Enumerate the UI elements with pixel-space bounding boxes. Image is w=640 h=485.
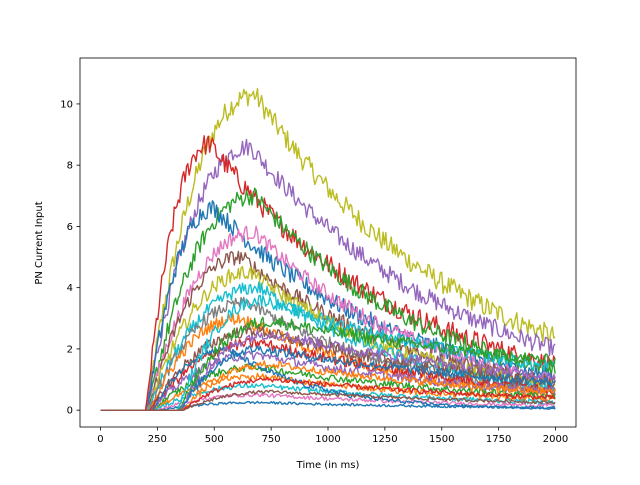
y-tick-label: 0 — [67, 406, 73, 417]
x-tick-label: 0 — [97, 434, 103, 445]
x-tick-label: 500 — [205, 434, 224, 445]
series-line-12 — [100, 324, 556, 411]
x-tick-label: 1250 — [372, 434, 397, 445]
x-tick-label: 750 — [262, 434, 281, 445]
x-tick-label: 1000 — [315, 434, 340, 445]
series-lines — [100, 87, 556, 411]
y-tick-label: 2 — [67, 344, 73, 355]
series-line-15 — [100, 363, 556, 411]
x-tick-label: 250 — [148, 434, 167, 445]
series-line-1 — [100, 87, 556, 411]
x-tick-label: 2000 — [543, 434, 568, 445]
y-tick-label: 8 — [67, 161, 73, 172]
series-line-20 — [100, 346, 556, 411]
y-tick-label: 6 — [67, 222, 73, 233]
axes-layer: 0 250 500 750 1000 1250 1500 1750 2000 0 2 4 6 8 10 — [60, 57, 577, 445]
x-tick-label: 1750 — [486, 434, 511, 445]
series-line-27 — [100, 389, 556, 411]
series-line-16 — [100, 372, 556, 411]
x-axis-label: Time (in ms) — [296, 460, 360, 471]
x-tick-label: 1500 — [429, 434, 454, 445]
y-tick-label: 4 — [67, 283, 73, 294]
series-line-18 — [100, 392, 556, 411]
y-tick-label: 10 — [60, 99, 73, 110]
series-line-11 — [100, 313, 556, 411]
series-layer — [100, 87, 556, 411]
y-axis-label: PN Current Input — [34, 201, 45, 284]
